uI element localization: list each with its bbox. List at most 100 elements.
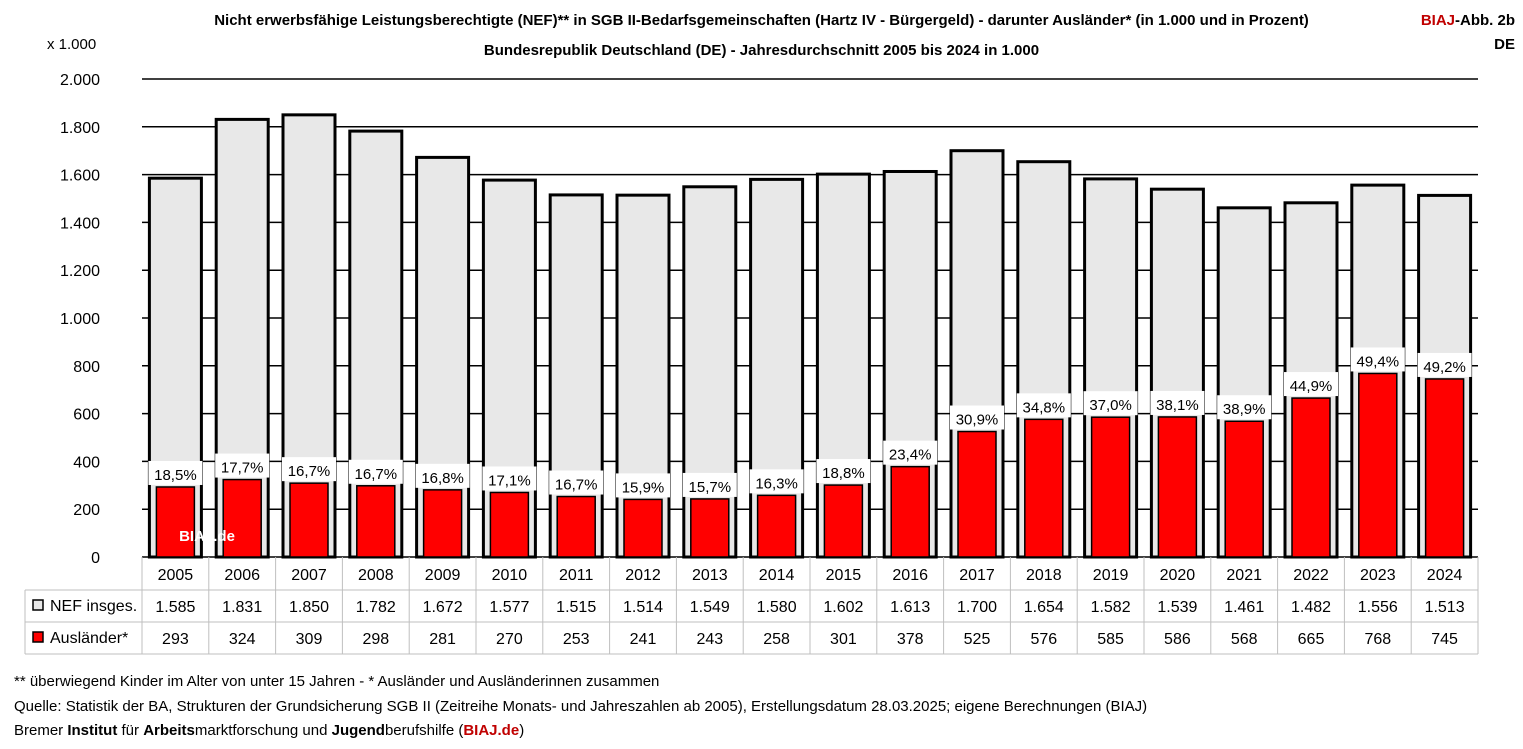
- table-cell-nef: 1.514: [623, 599, 663, 616]
- percent-label: 37,0%: [1089, 397, 1132, 414]
- y-tick-label: 400: [73, 454, 100, 471]
- table-cell-auslaender: 525: [964, 631, 991, 648]
- x-tick-label: 2011: [559, 567, 594, 584]
- bar-auslaender: [1090, 416, 1131, 558]
- x-tick-label: 2015: [826, 567, 862, 584]
- percent-label: 18,5%: [154, 467, 197, 484]
- percent-label-bg: [482, 466, 537, 491]
- table-cell-auslaender: 258: [763, 631, 790, 648]
- bar-auslaender: [890, 465, 930, 558]
- x-tick-label: 2005: [158, 567, 194, 584]
- x-tick-label: 2009: [425, 567, 461, 584]
- x-tick-label: 2007: [291, 567, 327, 584]
- percent-label: 38,9%: [1223, 401, 1266, 418]
- percent-label-bg: [348, 459, 403, 484]
- percent-label-bg: [1016, 393, 1071, 418]
- percent-label: 17,7%: [221, 460, 264, 477]
- table-cell-nef: 1.577: [489, 599, 529, 616]
- table-cell-nef: 1.515: [556, 599, 596, 616]
- percent-label: 38,1%: [1156, 397, 1199, 414]
- table-cell-auslaender: 745: [1431, 631, 1458, 648]
- table-cell-auslaender: 576: [1030, 631, 1057, 648]
- y-tick-label: 1.200: [60, 263, 100, 280]
- percent-label: 49,4%: [1357, 353, 1400, 370]
- source-note: Quelle: Statistik der BA, Strukturen der…: [14, 698, 1148, 715]
- bar-auslaender: [422, 489, 463, 558]
- legend-swatch-nef: [32, 599, 44, 611]
- watermark: BIAJ.de: [179, 528, 235, 545]
- percent-label-bg: [1350, 347, 1405, 372]
- table-cell-nef: 1.461: [1224, 599, 1264, 616]
- table-cell-auslaender: 309: [296, 631, 323, 648]
- table-cell-nef: 1.672: [423, 599, 463, 616]
- bar-auslaender: [623, 498, 663, 558]
- x-tick-label: 2010: [492, 567, 528, 584]
- x-tick-label: 2022: [1293, 567, 1329, 584]
- percent-label: 49,2%: [1423, 359, 1466, 376]
- percent-label-bg: [549, 470, 604, 495]
- percent-label: 16,7%: [355, 466, 398, 483]
- percent-label-bg: [1150, 390, 1205, 415]
- x-tick-label: 2008: [358, 567, 394, 584]
- table-cell-nef: 1.654: [1024, 599, 1064, 616]
- percent-label-bg: [215, 453, 270, 478]
- table-cell-nef: 1.580: [757, 599, 797, 616]
- bar-auslaender: [823, 484, 864, 558]
- bar-auslaender: [690, 498, 730, 558]
- bar-auslaender: [756, 494, 797, 558]
- table-cell-auslaender: 241: [630, 631, 657, 648]
- percent-label-bg: [950, 405, 1004, 430]
- percent-label: 18,8%: [822, 465, 865, 482]
- table-cell-nef: 1.549: [690, 599, 730, 616]
- legend-label-auslaender: Ausländer*: [50, 630, 128, 647]
- percent-label-bg: [415, 463, 470, 488]
- table-cell-nef: 1.539: [1157, 599, 1197, 616]
- x-tick-label: 2014: [759, 567, 795, 584]
- table-cell-auslaender: 768: [1364, 631, 1391, 648]
- bar-auslaender: [1358, 372, 1398, 558]
- percent-label-bg: [1083, 391, 1138, 416]
- bar-auslaender: [1291, 397, 1331, 558]
- table-cell-nef: 1.482: [1291, 599, 1331, 616]
- percent-label: 17,1%: [488, 472, 531, 489]
- publisher-part: für: [117, 722, 144, 739]
- percent-label-bg: [1217, 395, 1272, 420]
- chart-subtitle: Bundesrepublik Deutschland (DE) - Jahres…: [483, 42, 1040, 59]
- x-tick-label: 2020: [1160, 567, 1196, 584]
- bar-auslaender: [222, 478, 262, 558]
- publisher-part: marktforschung und: [194, 722, 332, 739]
- bar-auslaender: [289, 482, 329, 558]
- badge-label: -Abb. 2b: [1455, 12, 1515, 29]
- percent-label: 44,9%: [1290, 378, 1333, 395]
- publisher-part: ): [519, 722, 525, 739]
- publisher-part: berufshilfe (: [384, 722, 464, 739]
- x-tick-label: 2024: [1427, 567, 1463, 584]
- x-tick-label: 2019: [1093, 567, 1129, 584]
- y-tick-label: 200: [73, 502, 100, 519]
- x-tick-label: 2017: [959, 567, 995, 584]
- table-cell-nef: 1.700: [957, 599, 997, 616]
- x-tick-label: 2016: [892, 567, 928, 584]
- percent-label: 16,8%: [421, 470, 464, 487]
- table-cell-nef: 1.556: [1358, 599, 1398, 616]
- percent-label-bg: [148, 460, 203, 485]
- percent-label: 15,9%: [622, 479, 665, 496]
- table-cell-auslaender: 586: [1164, 631, 1191, 648]
- x-tick-label: 2018: [1026, 567, 1062, 584]
- publisher-part: Bremer: [14, 722, 68, 739]
- table-cell-auslaender: 298: [362, 631, 389, 648]
- table-cell-nef: 1.582: [1091, 599, 1131, 616]
- percent-label: 34,8%: [1023, 399, 1066, 416]
- bar-auslaender: [1224, 420, 1264, 558]
- legend-swatch-auslaender: [32, 631, 44, 643]
- y-tick-label: 2.000: [60, 72, 100, 89]
- percent-label-bg: [282, 457, 336, 482]
- bar-auslaender: [1424, 378, 1465, 558]
- percent-label-bg: [749, 469, 804, 494]
- bar-auslaender: [155, 486, 196, 558]
- bar-auslaender: [1157, 416, 1198, 558]
- table-cell-auslaender: 301: [830, 631, 857, 648]
- y-tick-label: 1.000: [60, 311, 100, 328]
- footnote: ** überwiegend Kinder im Alter von unter…: [14, 673, 660, 690]
